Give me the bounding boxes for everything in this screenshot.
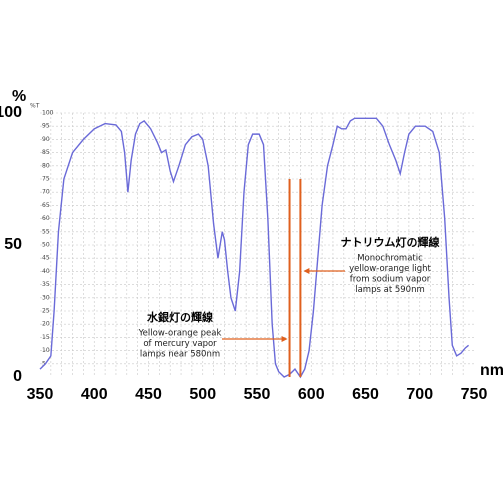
y-unit: %: [12, 88, 26, 105]
y-minor-tick-label: 10: [42, 347, 50, 354]
y-tick-label: 100: [0, 104, 22, 121]
x-unit: nm: [480, 362, 504, 379]
y-minor-tick-label: 40: [42, 268, 50, 275]
y-minor-tick-label: 95: [42, 123, 50, 130]
y-minor-tick-label: 75: [42, 176, 50, 183]
annotation-text: yellow-orange light: [349, 264, 431, 274]
annotation-title: ナトリウム灯の輝線: [341, 235, 440, 249]
arrow-head: [303, 268, 310, 274]
y-minor-tick-label: 90: [42, 136, 50, 143]
x-tick-label: 750: [461, 386, 488, 403]
y-minor-tick-label: 55: [42, 228, 50, 235]
y-minor-tick-label: 35: [42, 281, 50, 288]
y-minor-tick-label: 50: [42, 242, 50, 249]
x-tick-label: 500: [189, 386, 216, 403]
y-minor-tick-label: 25: [42, 308, 50, 315]
annotation-text: lamps at 590nm: [355, 285, 425, 295]
annotation-text: Yellow-orange peak: [138, 329, 222, 339]
y-tick-label: 0: [13, 368, 22, 385]
y-minor-tick-label: 30: [42, 294, 50, 301]
arrow-head: [281, 336, 288, 342]
y-minor-tick-label: 80: [42, 162, 50, 169]
annotation-title: 水銀灯の輝線: [147, 310, 213, 324]
x-tick-label: 400: [81, 386, 108, 403]
x-tick-label: 600: [298, 386, 325, 403]
y-minor-tick-label: 60: [42, 215, 50, 222]
x-tick-label: 650: [352, 386, 379, 403]
y-minor-tick-label: 85: [42, 149, 50, 156]
y-minor-tick-label: 65: [42, 202, 50, 209]
x-tick-label: 350: [27, 386, 54, 403]
annotation-text: from sodium vapor: [350, 275, 431, 285]
y-tick-label: 50: [4, 236, 22, 253]
y-minor-tick-label: 15: [42, 334, 50, 341]
x-tick-label: 700: [406, 386, 433, 403]
y-unit-small: %T: [30, 103, 40, 110]
annotation-text: lamps near 580nm: [140, 350, 220, 360]
y-minor-tick-label: 70: [42, 189, 50, 196]
y-minor-tick-label: 100: [42, 110, 54, 117]
y-minor-tick-label: 5: [42, 360, 46, 367]
x-tick-label: 450: [135, 386, 162, 403]
annotation-text: of mercury vapor: [143, 339, 217, 349]
x-tick-label: 550: [244, 386, 271, 403]
spectrum-line: [39, 117, 470, 379]
y-minor-tick-label: 45: [42, 255, 50, 262]
annotation-text: Monochromatic: [357, 254, 423, 264]
y-minor-tick-label: 20: [42, 321, 50, 328]
